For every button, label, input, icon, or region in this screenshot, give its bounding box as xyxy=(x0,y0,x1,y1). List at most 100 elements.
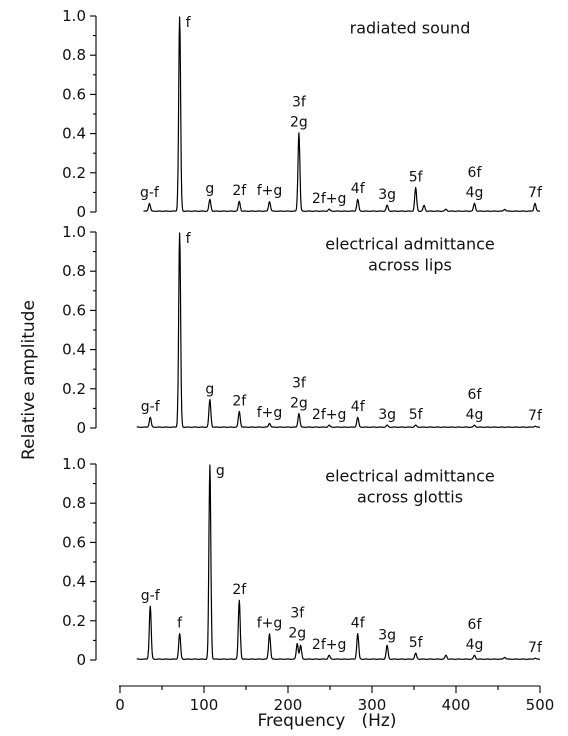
peak-label: g-f xyxy=(141,399,161,415)
peak-label-line: 5f xyxy=(409,169,424,185)
peak-label-line: f xyxy=(177,616,183,632)
x-tick-label: 200 xyxy=(274,696,303,714)
peak-label: 2f+g xyxy=(312,191,346,207)
peak-label-line: 2f+g xyxy=(312,407,346,423)
peak-label: f+g xyxy=(257,405,283,421)
peak-label-line: g xyxy=(205,181,214,197)
peak-label-line: 4g xyxy=(466,407,484,423)
peak-label-line: f+g xyxy=(257,405,283,421)
peak-label: 3g xyxy=(378,187,396,203)
peak-label-line: f xyxy=(186,15,192,31)
spectrum-line-1 xyxy=(143,16,541,212)
peak-label-line: 4f xyxy=(351,181,366,197)
peak-label-line: 2g xyxy=(290,395,308,411)
peak-label-line: 2f xyxy=(232,393,247,409)
peak-label-line: g-f xyxy=(140,185,160,201)
panel-title-1: radiated sound xyxy=(350,19,471,38)
peak-label-line: 7f xyxy=(528,185,543,201)
peak-label-line: 3g xyxy=(378,627,396,643)
peak-label: 4f xyxy=(351,616,366,632)
peak-label: g-f xyxy=(141,588,161,604)
peak-label-line: 6f xyxy=(468,387,483,403)
peak-label-line: 4g xyxy=(466,637,484,653)
y-tick-label: 0.4 xyxy=(62,341,86,359)
peak-label: 2f xyxy=(232,393,247,409)
spectrum-line-2 xyxy=(136,232,541,428)
peak-label-line: 6f xyxy=(468,165,483,181)
peak-label-line: 3g xyxy=(378,187,396,203)
peak-label-line: 7f xyxy=(528,408,543,424)
peak-label: f xyxy=(186,15,192,31)
peak-label: 3g xyxy=(378,407,396,423)
peak-label: 7f xyxy=(528,408,543,424)
panel-title-line: across glottis xyxy=(357,488,463,507)
peak-label: g-f xyxy=(140,185,160,201)
y-tick-label: 0.6 xyxy=(62,85,86,103)
peak-label-line: 4f xyxy=(351,399,366,415)
peak-label-line: 2f xyxy=(232,183,247,199)
peak-label-line: 2f xyxy=(232,582,247,598)
peak-label: f xyxy=(186,231,192,247)
y-tick-label: 1.0 xyxy=(62,7,86,25)
peak-label: f+g xyxy=(257,183,283,199)
panel-title-line: electrical admittance xyxy=(325,467,494,486)
y-tick-label: 0 xyxy=(76,203,86,221)
peak-label-line: 3f xyxy=(290,605,305,621)
peak-label-line: 3f xyxy=(292,95,307,111)
peak-label-line: 3g xyxy=(378,407,396,423)
peak-label: 2f+g xyxy=(312,407,346,423)
y-tick-label: 0.2 xyxy=(62,164,86,182)
peak-label-line: g xyxy=(216,463,225,479)
x-axis: 0 100 200 300 400 500 xyxy=(115,685,555,714)
peak-label: 2f+g xyxy=(312,637,346,653)
peak-label: g xyxy=(205,181,214,197)
peak-label-line: 6f xyxy=(468,617,483,633)
peak-label: 4f xyxy=(351,181,366,197)
y-tick-label: 0.4 xyxy=(62,125,86,143)
y-tick-label: 1.0 xyxy=(62,455,86,473)
x-tick-label: 500 xyxy=(526,696,555,714)
peak-label-line: 5f xyxy=(409,635,424,651)
y-axis-title: Relative amplitude xyxy=(19,300,39,460)
x-tick-label: 400 xyxy=(442,696,471,714)
panel-title-line: electrical admittance xyxy=(325,235,494,254)
y-tick-label: 0 xyxy=(76,419,86,437)
peak-label-line: 2g xyxy=(288,625,306,641)
panel-title-2: electrical admittance across lips xyxy=(325,235,494,275)
peak-label-line: 7f xyxy=(528,640,543,656)
peak-label: 2f xyxy=(232,183,247,199)
peak-label-line: f+g xyxy=(257,183,283,199)
x-tick-label: 300 xyxy=(358,696,387,714)
peak-label: 5f xyxy=(409,635,424,651)
y-tick-label: 1.0 xyxy=(62,223,86,241)
peak-label-line: f xyxy=(186,231,192,247)
y-tick-label: 0.6 xyxy=(62,301,86,319)
panel-title-3: electrical admittance across glottis xyxy=(325,467,494,507)
spectrum-line-3 xyxy=(136,464,541,661)
x-tick-label: 0 xyxy=(115,696,125,714)
y-tick-label: 0.8 xyxy=(62,494,86,512)
y-tick-label: 0.2 xyxy=(62,612,86,630)
peak-label-line: 4g xyxy=(466,185,484,201)
peak-label-line: g-f xyxy=(141,588,161,604)
peak-label: g xyxy=(205,382,214,398)
panel-title-line: radiated sound xyxy=(350,19,471,38)
y-tick-label: 0.6 xyxy=(62,533,86,551)
peak-label: 4f xyxy=(351,399,366,415)
y-tick-label: 0 xyxy=(76,651,86,669)
peak-label-line: 5f xyxy=(409,407,424,423)
peak-label: 5f xyxy=(409,169,424,185)
peak-label-line: 2g xyxy=(290,115,308,131)
peak-label-line: g xyxy=(205,382,214,398)
peak-label: 2f xyxy=(232,582,247,598)
peak-label-line: 4f xyxy=(351,616,366,632)
